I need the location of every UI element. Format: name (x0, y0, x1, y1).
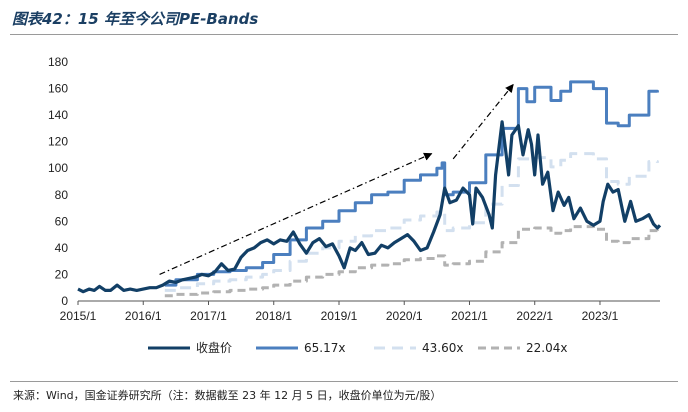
x-tick-label: 2019/1 (321, 309, 358, 323)
y-tick-label: 120 (48, 135, 68, 149)
y-tick-label: 60 (55, 214, 69, 228)
title-divider (10, 34, 678, 35)
y-tick-label: 180 (48, 55, 68, 69)
series-layer (77, 80, 662, 298)
annotation-layer (159, 83, 514, 275)
legend-item: 65.17x (256, 341, 345, 355)
y-tick-label: 40 (55, 241, 69, 255)
legend-label: 22.04x (526, 341, 567, 355)
x-tick-label: 2023/1 (582, 309, 619, 323)
legend-label: 收盘价 (196, 340, 232, 355)
legend-label: 65.17x (304, 341, 345, 355)
legend-label: 43.60x (422, 341, 463, 355)
axis-layer: 0 20 40 60 80 100 120 140 160 180 2015/1 2016/1 2017… (48, 55, 660, 323)
x-tick-label: 2022/1 (516, 309, 553, 323)
y-tick-label: 80 (55, 188, 69, 202)
pe-band-65x-line (164, 80, 659, 287)
close-price-line (77, 120, 662, 294)
trend-arrow-1 (159, 152, 433, 275)
figure-title: 图表42：15 年至今公司PE-Bands (12, 10, 259, 28)
legend-item: 43.60x (374, 341, 463, 355)
y-tick-label: 160 (48, 82, 68, 96)
pe-band-43x-line (164, 152, 659, 292)
x-tick-label: 2018/1 (255, 309, 292, 323)
x-tick-label: 2015/1 (60, 309, 97, 323)
source-divider (10, 381, 678, 382)
y-tick-label: 100 (48, 161, 68, 175)
y-tick-label: 140 (48, 108, 68, 122)
x-tick-label: 2020/1 (386, 309, 423, 323)
source-note: 来源：Wind，国金证券研究所（注：数据截至 23 年 12 月 5 日，收盘价… (13, 389, 442, 402)
y-tick-label: 0 (61, 294, 68, 308)
x-tick-label: 2016/1 (125, 309, 162, 323)
legend: 收盘价 65.17x 43.60x 22.04x (148, 340, 567, 355)
legend-item: 收盘价 (148, 340, 232, 355)
y-tick-label: 20 (55, 267, 69, 281)
trend-arrow-2 (452, 83, 514, 160)
pe-bands-chart: 0 20 40 60 80 100 120 140 160 180 2015/1 2016/1 2017… (48, 55, 662, 355)
x-tick-label: 2017/1 (190, 309, 227, 323)
legend-item: 22.04x (478, 341, 567, 355)
x-tick-label: 2021/1 (451, 309, 488, 323)
